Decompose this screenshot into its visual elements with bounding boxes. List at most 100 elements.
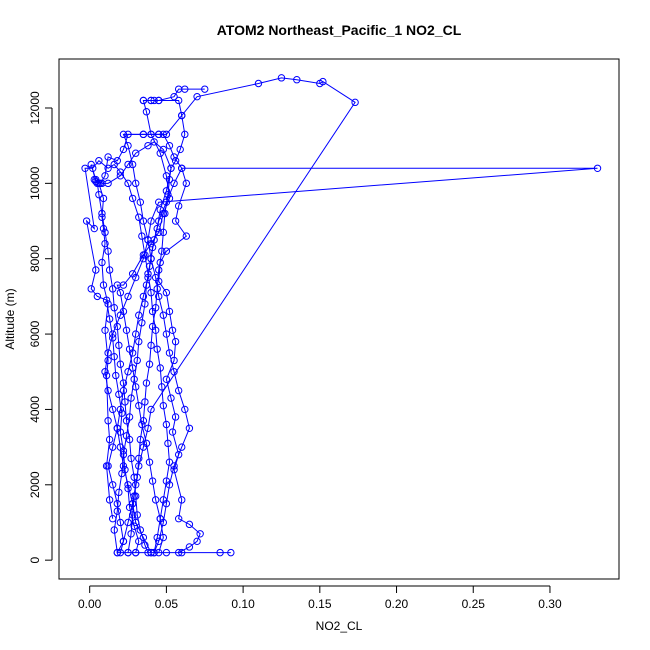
x-tick-label: 0.25 xyxy=(462,597,486,611)
data-point xyxy=(81,164,89,172)
data-point xyxy=(92,177,100,186)
chart-title: ATOM2 Northeast_Pacific_1 NO2_CL xyxy=(217,22,462,38)
data-point xyxy=(171,337,180,346)
data-point xyxy=(124,130,132,139)
data-point xyxy=(165,458,174,466)
data-point xyxy=(124,179,132,188)
data-point xyxy=(122,326,131,334)
plot-frame xyxy=(58,58,620,580)
data-point xyxy=(130,522,138,530)
data-point xyxy=(159,311,168,319)
data-point xyxy=(118,409,126,417)
series-6 xyxy=(81,157,174,557)
x-tick-label: 0.10 xyxy=(231,597,255,611)
x-axis: 0.00 0.05 0.10 0.15 0.20 0.25 0.30 xyxy=(78,585,562,611)
data-point xyxy=(139,96,148,105)
data-point xyxy=(144,270,152,278)
data-point xyxy=(147,288,155,297)
data-point xyxy=(153,224,161,233)
data-point xyxy=(159,130,168,139)
data-point xyxy=(142,379,151,387)
data-point xyxy=(148,243,157,252)
data-point xyxy=(116,168,125,176)
data-point xyxy=(116,360,125,368)
data-point xyxy=(133,356,141,365)
data-point xyxy=(98,258,106,267)
data-point xyxy=(110,160,118,169)
data-point xyxy=(158,383,166,391)
x-axis-label: NO2_CL xyxy=(316,619,363,633)
data-point xyxy=(92,175,100,184)
data-point xyxy=(109,481,117,489)
data-point xyxy=(87,160,95,169)
data-point xyxy=(92,266,100,274)
data-point xyxy=(124,368,132,376)
data-point xyxy=(155,266,163,274)
data-point xyxy=(155,228,163,237)
data-point xyxy=(116,518,125,527)
data-point xyxy=(193,537,201,546)
data-point xyxy=(104,417,112,425)
data-point xyxy=(113,322,122,331)
data-point xyxy=(128,194,137,203)
data-point xyxy=(121,398,129,406)
data-point xyxy=(128,270,137,278)
data-point xyxy=(141,398,149,406)
data-point xyxy=(115,488,123,497)
data-point xyxy=(155,548,163,557)
data-point xyxy=(139,217,148,225)
data-point xyxy=(170,466,178,474)
data-point xyxy=(148,477,157,485)
data-point xyxy=(156,515,164,523)
y-tick-label: 4000 xyxy=(28,396,42,423)
data-point xyxy=(127,454,135,463)
data-point xyxy=(174,202,183,210)
data-point xyxy=(185,424,194,432)
data-point xyxy=(110,304,118,312)
data-point xyxy=(196,530,204,538)
data-point xyxy=(109,405,117,414)
data-point xyxy=(109,285,117,293)
data-point xyxy=(110,352,118,361)
data-point xyxy=(155,292,163,301)
data-point xyxy=(110,526,118,534)
data-point xyxy=(193,92,201,101)
y-axis-label: Altitude (m) xyxy=(3,288,17,349)
data-point xyxy=(159,401,168,410)
data-point xyxy=(170,92,178,101)
data-point xyxy=(119,537,128,546)
data-point xyxy=(144,141,152,150)
data-point xyxy=(178,443,186,451)
data-point xyxy=(135,213,143,221)
data-point xyxy=(119,462,128,470)
data-point xyxy=(171,217,180,225)
data-point xyxy=(136,435,145,444)
x-tick-label: 0.05 xyxy=(155,597,179,611)
data-point xyxy=(119,307,128,316)
series-line xyxy=(90,133,201,554)
x-tick-label: 0.20 xyxy=(385,597,409,611)
data-point xyxy=(182,232,191,240)
data-point xyxy=(156,364,164,372)
data-point xyxy=(104,179,112,188)
data-point xyxy=(174,386,183,395)
data-point xyxy=(105,435,114,444)
data-point xyxy=(158,247,166,255)
data-point xyxy=(144,424,152,432)
data-point xyxy=(102,296,111,304)
data-point xyxy=(162,548,171,557)
data-point xyxy=(162,288,171,297)
data-point xyxy=(167,394,175,402)
data-point xyxy=(115,341,123,350)
data-point xyxy=(216,548,224,557)
data-point xyxy=(125,345,134,353)
data-point xyxy=(153,345,161,353)
data-point xyxy=(133,511,141,519)
data-point xyxy=(95,157,103,165)
data-point xyxy=(182,179,191,188)
data-point xyxy=(127,530,135,538)
data-point xyxy=(128,364,137,372)
data-point xyxy=(176,145,184,154)
data-point xyxy=(112,371,120,380)
data-point xyxy=(593,164,602,172)
